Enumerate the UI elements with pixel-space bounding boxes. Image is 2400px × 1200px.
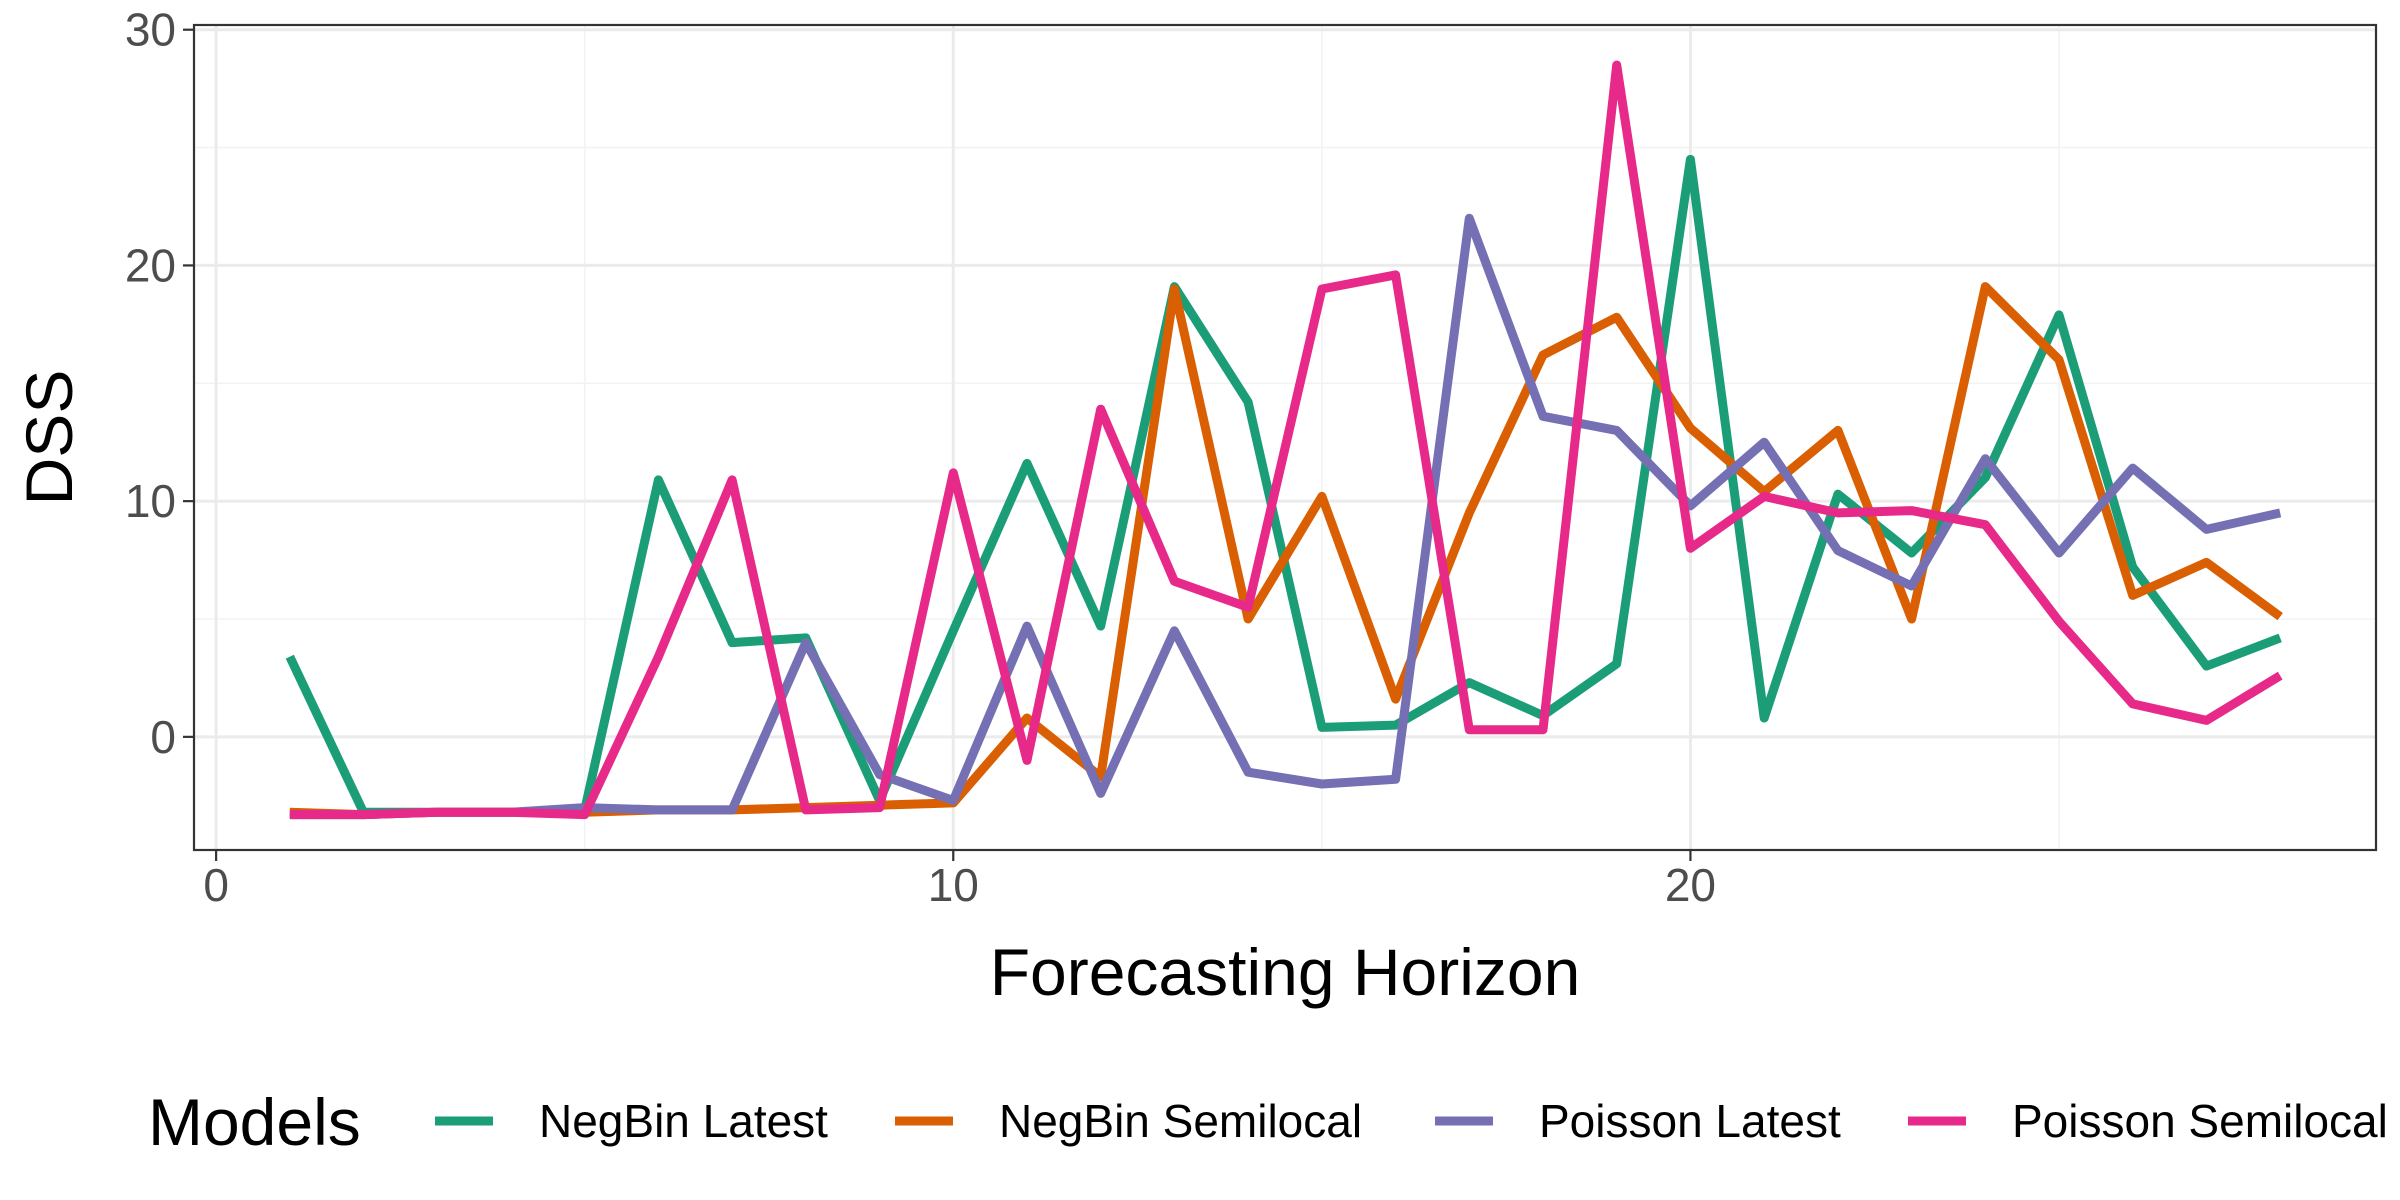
- y-tick-label: 30: [125, 4, 176, 56]
- minor-gridlines: [194, 25, 2376, 850]
- series-line-poisson-semilocal: [289, 60, 2283, 820]
- y-axis-title: DSS: [12, 370, 86, 506]
- legend-label-poisson-semilocal: Poisson Semilocal: [2012, 1095, 2388, 1147]
- y-tick-label: 20: [125, 239, 176, 291]
- y-tick-label: 10: [125, 475, 176, 527]
- series-lines: [285, 60, 2283, 820]
- x-axis-title: Forecasting Horizon: [990, 935, 1581, 1009]
- legend-items: NegBin Latest NegBin Semilocal Poisson Lat…: [435, 1095, 2388, 1147]
- plot-area: [192, 23, 2378, 852]
- legend-label-negbin-latest: NegBin Latest: [539, 1095, 828, 1147]
- x-tick-label: 10: [928, 859, 979, 911]
- series-line-poisson-latest: [289, 213, 2282, 820]
- legend: Models NegBin Latest NegBin Semilocal Pois…: [148, 1085, 2388, 1159]
- panel-border: [192, 23, 2378, 852]
- axis-ticks: [183, 28, 1692, 861]
- x-tick-labels: 0 10 20: [203, 859, 1716, 911]
- y-tick-label: 0: [150, 711, 176, 763]
- legend-label-negbin-semilocal: NegBin Semilocal: [999, 1095, 1362, 1147]
- x-tick-label: 0: [203, 859, 229, 911]
- legend-label-poisson-latest: Poisson Latest: [1539, 1095, 1841, 1147]
- legend-title: Models: [148, 1085, 361, 1159]
- major-gridlines: [194, 25, 2376, 850]
- y-tick-labels: 0 10 20 30: [125, 4, 176, 763]
- x-tick-label: 20: [1665, 859, 1716, 911]
